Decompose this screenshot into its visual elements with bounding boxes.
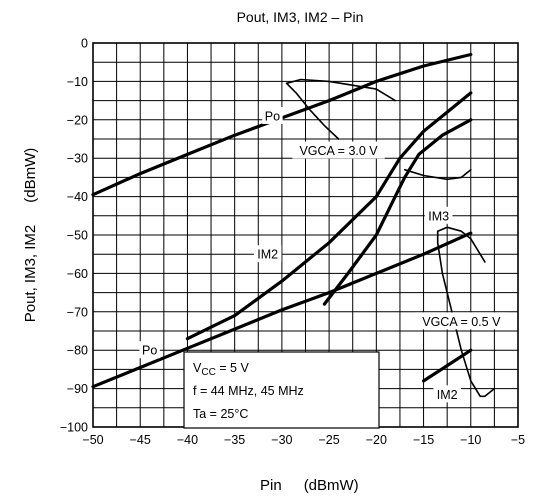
- y-tick-label: 0: [81, 37, 88, 51]
- frequency-condition: f = 44 MHz, 45 MHz: [193, 384, 304, 398]
- temperature-condition: Ta = 25°C: [193, 407, 248, 421]
- im3-upper-label: IM3: [428, 209, 449, 223]
- po-lower-label-bg: [139, 341, 160, 359]
- x-tick-label: −15: [413, 433, 434, 447]
- y-tick-label: −20: [67, 113, 88, 127]
- auxiliary-curve: [403, 168, 472, 181]
- y-axis-title: Pout, IM3, IM2(dBmW): [22, 148, 39, 323]
- im3-curve-vgca-3v: [322, 118, 473, 306]
- y-tick-label: −10: [67, 75, 88, 89]
- x-tick-label: −25: [319, 433, 340, 447]
- im2-upper-label-bg: [253, 245, 282, 263]
- tick-labels: −50 −45 −40 −35 −30 −25 −20 −15 −10 −50−10−20−30−…: [60, 37, 525, 448]
- im2-lower-label: IM2: [437, 388, 458, 402]
- conditions-box: VCC = 5 V f = 44 MHz, 45 MHz Ta = 25°C: [183, 351, 380, 429]
- x-tick-label: −35: [224, 433, 245, 447]
- auxiliary-curve: [436, 241, 496, 398]
- vgca-0p5v-label: VGCA = 0.5 V: [422, 315, 501, 329]
- y-tick-label: −50: [67, 229, 88, 243]
- po-upper-label-bg: [262, 106, 283, 124]
- curve-labels: Po VGCA = 3.0 V IM3 IM2 VGCA = 0.5 V Po IM2: [139, 106, 508, 403]
- x-tick-label: −5: [511, 433, 525, 447]
- vgca-3v-label-bg: [292, 141, 385, 159]
- y-tick-label: −40: [67, 190, 88, 204]
- im2-upper-label: IM2: [257, 248, 278, 262]
- y-tick-label: −60: [67, 267, 88, 281]
- chart-title: Pout, IM3, IM2 – Pin: [237, 9, 364, 25]
- po-curve-vgca-0p5v: [91, 231, 473, 389]
- im3-curve-vgca-0p5v: [436, 226, 486, 263]
- y-tick-label: −100: [60, 421, 88, 435]
- im3-upper-label-bg: [424, 206, 453, 224]
- im2-curve-vgca-3v: [185, 91, 473, 341]
- po-lower-label: Po: [142, 344, 157, 358]
- y-tick-label: −70: [67, 305, 88, 319]
- x-tick-label: −50: [82, 433, 103, 447]
- auxiliary-curve: [285, 78, 396, 102]
- plot-curves: [91, 52, 496, 398]
- vgca-3v-label: VGCA = 3.0 V: [299, 144, 378, 158]
- y-tick-label: −30: [67, 152, 88, 166]
- vgca-0p5v-label-bg: [415, 312, 508, 330]
- vcc-condition: VCC = 5 V: [193, 361, 249, 378]
- y-tick-label: −80: [67, 344, 88, 358]
- x-axis-title: Pin (dBmW): [260, 477, 359, 494]
- po-upper-label: Po: [265, 109, 280, 123]
- x-tick-label: −40: [177, 433, 198, 447]
- x-tick-label: −10: [460, 433, 481, 447]
- auxiliary-curve: [285, 82, 340, 140]
- y-tick-label: −90: [67, 382, 88, 396]
- x-tick-label: −45: [130, 433, 151, 447]
- x-tick-label: −20: [366, 433, 387, 447]
- x-tick-label: −30: [271, 433, 292, 447]
- im2-lower-label-bg: [433, 385, 461, 403]
